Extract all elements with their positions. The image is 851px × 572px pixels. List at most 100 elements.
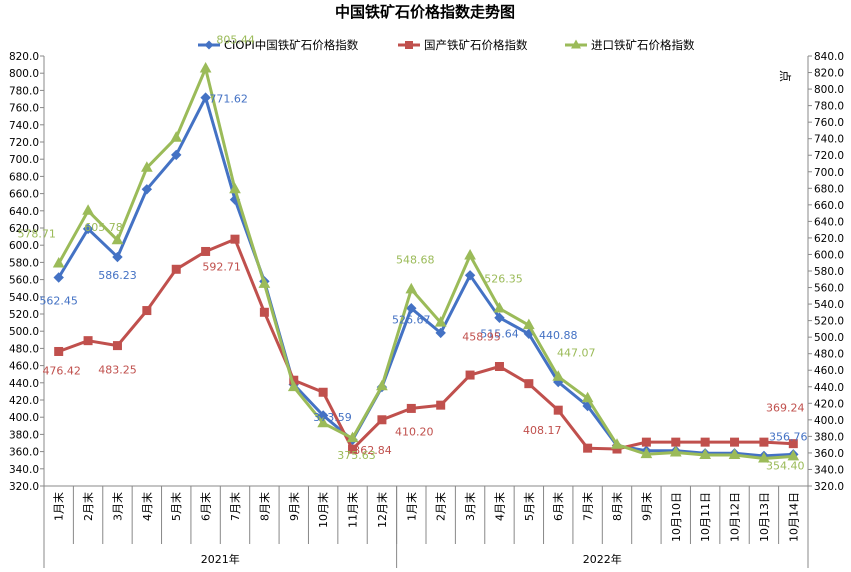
data-point	[465, 370, 475, 380]
y-tick-label: 320.0	[9, 481, 39, 493]
series-line	[57, 67, 794, 460]
data-label: 526.67	[392, 313, 431, 326]
data-label: 356.76	[769, 430, 808, 443]
data-label: 548.68	[396, 253, 435, 266]
y2-tick-label: 360.0	[814, 448, 844, 460]
data-point	[171, 149, 182, 161]
data-point	[112, 251, 123, 263]
y2-tick-label: 760.0	[814, 117, 844, 129]
data-point	[436, 400, 446, 410]
data-point	[377, 415, 387, 425]
y-tick-label: 400.0	[9, 412, 39, 424]
data-point	[641, 437, 651, 447]
x-tick-label: 10月14日	[787, 492, 800, 542]
data-point	[758, 451, 770, 463]
data-point	[581, 391, 594, 403]
x-tick-label: 9月末	[639, 492, 653, 521]
x-tick-label: 8月末	[257, 492, 271, 521]
group-label: 2021年	[201, 552, 240, 566]
x-tick-label: 6月末	[551, 492, 565, 521]
data-label: 586.23	[98, 269, 137, 282]
y2-tick-label: 540.0	[814, 299, 844, 311]
data-point	[82, 204, 94, 215]
y-tick-label: 820.0	[9, 51, 39, 63]
data-point	[140, 161, 153, 172]
y-tick-label: 740.0	[9, 120, 39, 132]
data-point	[346, 431, 359, 443]
y2-tick-label: 620.0	[814, 233, 844, 245]
data-point	[82, 223, 94, 235]
x-tick-label: 3月末	[463, 492, 477, 521]
y-tick-label: 800.0	[9, 68, 39, 80]
data-point	[171, 264, 181, 274]
y2-tick-label: 800.0	[814, 84, 844, 96]
x-tick-label: 10月13日	[758, 492, 771, 542]
data-point	[552, 370, 565, 381]
y2-tick-label: 340.0	[814, 464, 844, 476]
data-label: 605.78	[84, 221, 123, 234]
y2-tick-label: 840.0	[814, 51, 844, 63]
data-point	[406, 403, 416, 413]
data-point	[258, 277, 271, 288]
chart-title: 中国铁矿石价格指数走势图	[335, 3, 515, 21]
data-point	[318, 387, 328, 397]
y2-tick-label: 500.0	[814, 332, 844, 344]
legend-marker	[571, 39, 581, 49]
y-tick-label: 560.0	[9, 275, 39, 287]
data-label: 362.84	[353, 444, 392, 457]
x-tick-label: 5月末	[169, 492, 183, 521]
data-label: 354.40	[766, 459, 805, 472]
data-point	[494, 312, 505, 323]
data-point	[669, 445, 682, 457]
legend-marker	[204, 40, 214, 50]
data-point	[524, 379, 534, 389]
x-tick-label: 10月末	[316, 492, 330, 528]
data-point	[259, 307, 269, 317]
x-tick-label: 2月末	[434, 492, 448, 521]
x-tick-label: 9月末	[287, 492, 301, 521]
data-point	[317, 416, 330, 428]
data-point	[230, 234, 240, 244]
data-point	[788, 439, 798, 449]
legend-label: 国产铁矿石价格指数	[424, 38, 528, 52]
y-tick-label: 620.0	[9, 223, 39, 235]
data-point	[201, 246, 211, 256]
data-point	[112, 341, 122, 351]
legend-marker	[405, 41, 413, 49]
y2-tick-label: 660.0	[814, 200, 844, 212]
data-label: 578.71	[17, 228, 56, 241]
series-layer	[52, 61, 800, 463]
data-point	[700, 437, 710, 447]
data-point	[376, 379, 388, 391]
right-axis-unit: 点	[778, 70, 792, 82]
data-point	[54, 346, 64, 356]
y2-tick-label: 520.0	[814, 316, 844, 328]
data-point	[170, 131, 183, 142]
y2-tick-label: 380.0	[814, 431, 844, 443]
x-tick-label: 8月末	[610, 492, 624, 521]
x-tick-label: 11月末	[346, 492, 360, 528]
x-tick-label: 12月末	[375, 492, 389, 528]
y-tick-label: 780.0	[9, 85, 39, 97]
data-label: 369.24	[766, 402, 805, 415]
x-tick-label: 10月10日	[670, 492, 683, 542]
x-tick-label: 2月末	[81, 492, 95, 521]
x-tick-label: 1月末	[404, 492, 418, 521]
y2-tick-label: 420.0	[814, 398, 844, 410]
data-point	[142, 306, 152, 316]
y-tick-label: 520.0	[9, 309, 39, 321]
x-tick-label: 10月12日	[729, 492, 742, 542]
x-tick-label: 7月末	[581, 492, 595, 521]
series-line	[58, 237, 794, 451]
y2-tick-label: 460.0	[814, 365, 844, 377]
x-tick-label: 3月末	[110, 492, 124, 521]
data-point	[200, 92, 211, 103]
data-point	[405, 282, 418, 294]
data-point	[464, 248, 476, 260]
data-label: 515.64	[480, 328, 519, 341]
data-point	[493, 302, 506, 313]
data-point	[53, 272, 64, 283]
y-tick-label: 380.0	[9, 429, 39, 441]
data-label: 526.35	[484, 273, 523, 286]
